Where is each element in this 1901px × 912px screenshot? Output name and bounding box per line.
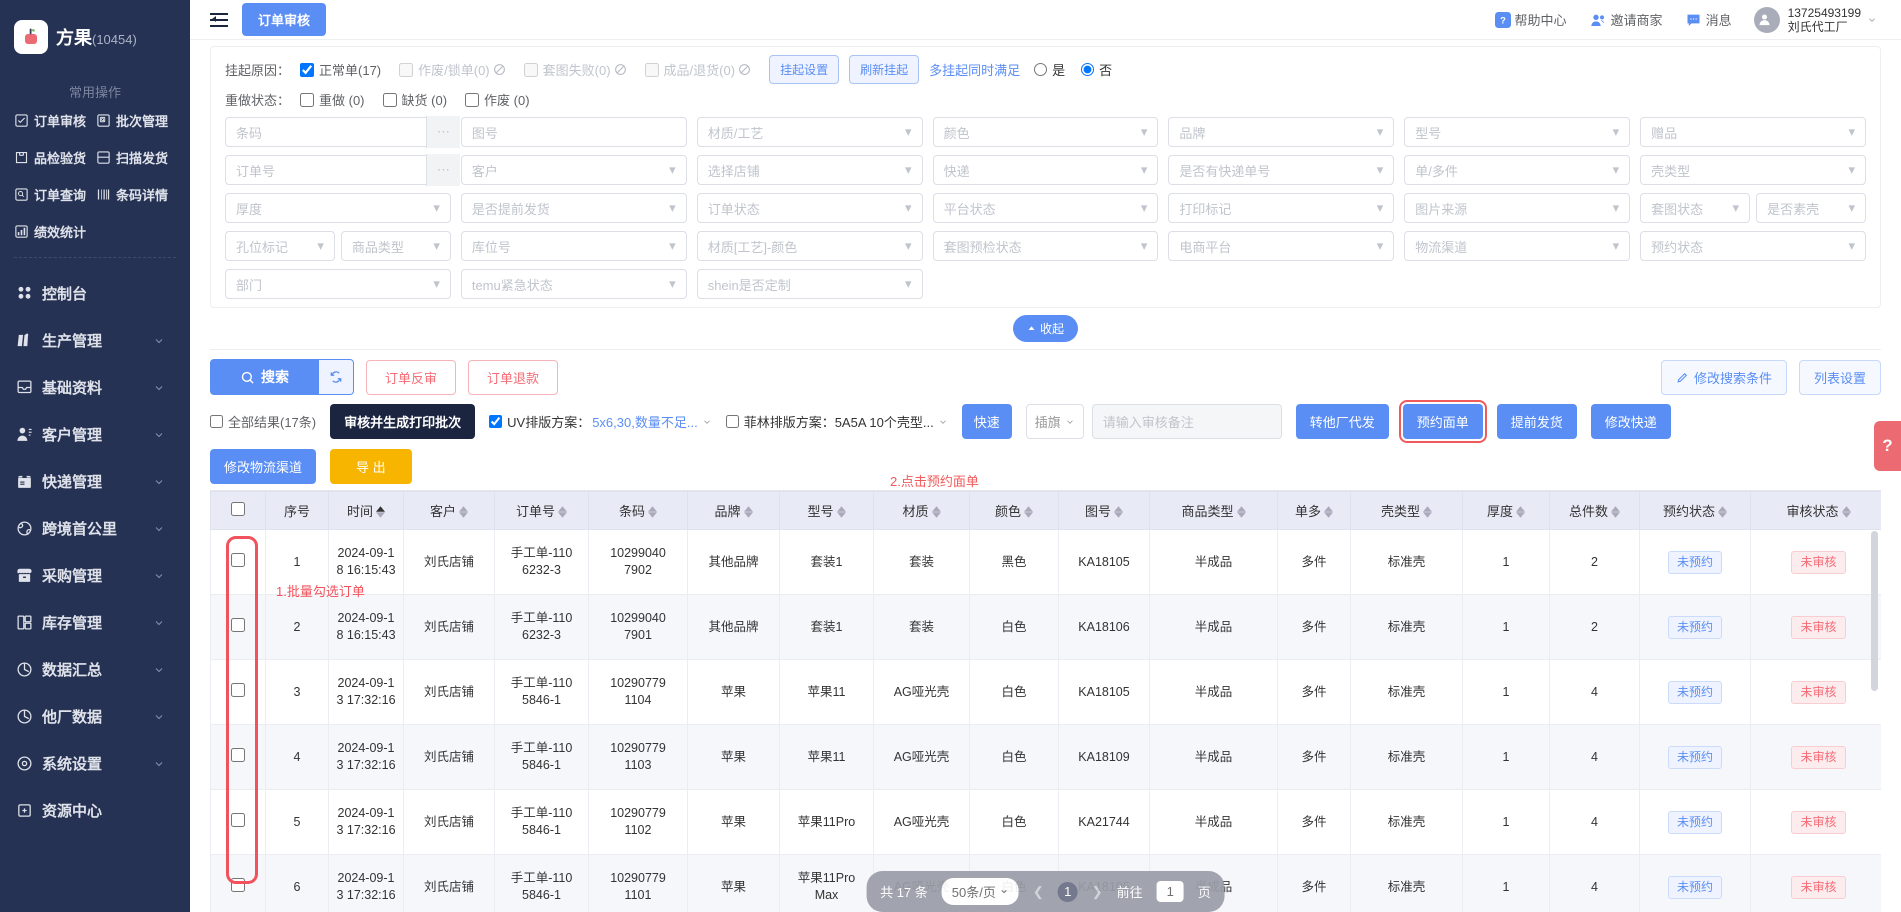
svg-text:?: ? [1500, 15, 1506, 25]
